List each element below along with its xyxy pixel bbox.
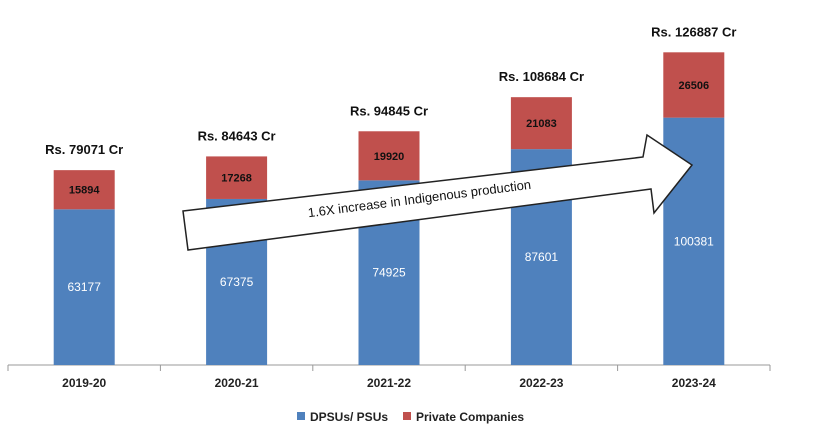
legend: DPSUs/ PSUs Private Companies (297, 410, 524, 424)
labels-layer: 63177 15894 Rs. 79071 Cr 2019-20 67375 17268 R… (45, 24, 736, 390)
legend-swatch-dpsu (297, 412, 305, 420)
total-label: Rs. 94845 Cr (350, 103, 428, 118)
value-label-dpsu: 87601 (525, 250, 559, 264)
legend-label-private: Private Companies (416, 410, 524, 424)
bar-private (358, 131, 420, 181)
x-tick-label: 2023-24 (672, 376, 716, 390)
value-label-dpsu: 63177 (68, 280, 102, 294)
value-label-private: 26506 (679, 80, 710, 92)
total-label: Rs. 84643 Cr (198, 128, 276, 143)
value-label-private: 15894 (69, 185, 100, 197)
value-label-dpsu: 67375 (220, 275, 254, 289)
value-label-private: 17268 (221, 173, 252, 185)
bar-dpsu (53, 209, 115, 365)
x-tick-label: 2020-21 (215, 376, 259, 390)
value-label-dpsu: 74925 (372, 266, 406, 280)
total-label: Rs. 79071 Cr (45, 142, 123, 157)
growth-arrow (182, 133, 694, 251)
legend-label-dpsu: DPSUs/ PSUs (310, 410, 388, 424)
x-tick-label: 2022-23 (519, 376, 563, 390)
bar-private (206, 156, 268, 199)
value-label-dpsu: 100381 (674, 234, 714, 248)
legend-swatch-private (403, 412, 411, 420)
bar-private (510, 97, 572, 150)
value-label-private: 19920 (374, 151, 405, 163)
x-tick-label: 2019-20 (62, 376, 106, 390)
bar-private (663, 52, 725, 118)
total-label: Rs. 126887 Cr (651, 24, 736, 39)
bar-private (53, 170, 115, 210)
value-label-private: 21083 (526, 118, 557, 130)
x-tick-label: 2021-22 (367, 376, 411, 390)
total-label: Rs. 108684 Cr (499, 69, 584, 84)
